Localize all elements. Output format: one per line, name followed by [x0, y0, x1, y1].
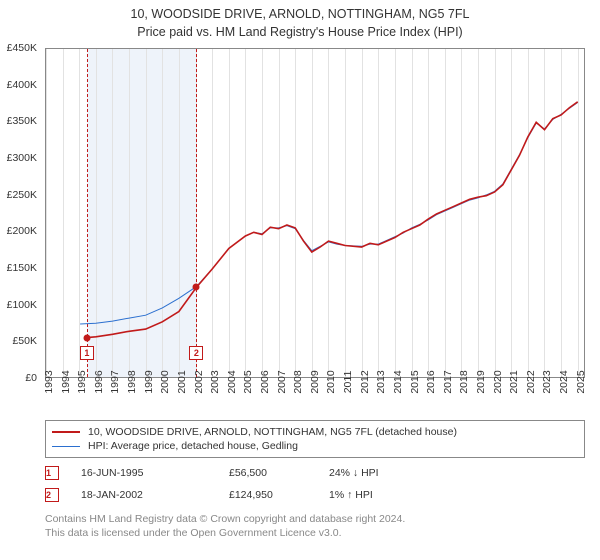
x-tick-label: 2017 [442, 370, 454, 393]
x-tick-label: 2021 [508, 370, 520, 393]
x-tick-label: 2019 [475, 370, 487, 393]
sale-point [83, 334, 90, 341]
sale-row: 2 18-JAN-2002£124,9501% ↑ HPI [45, 484, 449, 506]
sales-table: 1 16-JUN-1995£56,50024% ↓ HPI 2 18-JAN-2002… [45, 462, 449, 506]
x-tick-label: 2023 [541, 370, 553, 393]
x-tick-label: 2024 [558, 370, 570, 393]
sale-hpi-diff: 1% ↑ HPI [329, 489, 449, 501]
x-tick-label: 2003 [209, 370, 221, 393]
y-tick-label: £350K [0, 115, 37, 127]
sale-marker-box: 2 [189, 346, 203, 360]
sale-row-marker: 2 [45, 488, 59, 502]
x-tick-label: 1994 [60, 370, 72, 393]
y-tick-label: £200K [0, 225, 37, 237]
legend-item-hpi: HPI: Average price, detached house, Gedl… [52, 439, 578, 453]
sale-point [193, 284, 200, 291]
x-tick-label: 2006 [259, 370, 271, 393]
x-tick-label: 1995 [76, 370, 88, 393]
legend-item-property: 10, WOODSIDE DRIVE, ARNOLD, NOTTINGHAM, … [52, 425, 578, 439]
sale-price: £124,950 [229, 489, 329, 501]
x-tick-label: 2000 [159, 370, 171, 393]
footnote-line2: This data is licensed under the Open Gov… [45, 526, 405, 540]
price-chart: 12 £0£50K£100K£150K£200K£250K£300K£350K£… [45, 48, 585, 378]
x-tick-label: 2014 [392, 370, 404, 393]
series-line [80, 103, 578, 325]
title-line2: Price paid vs. HM Land Registry's House … [0, 24, 600, 42]
legend-label: 10, WOODSIDE DRIVE, ARNOLD, NOTTINGHAM, … [88, 426, 457, 438]
x-tick-label: 1997 [109, 370, 121, 393]
sale-date: 16-JUN-1995 [81, 467, 229, 479]
y-tick-label: £50K [0, 335, 37, 347]
x-tick-label: 2011 [342, 371, 354, 394]
x-tick-label: 2018 [458, 370, 470, 393]
sale-row: 1 16-JUN-1995£56,50024% ↓ HPI [45, 462, 449, 484]
x-tick-label: 2025 [575, 370, 587, 393]
x-tick-label: 1993 [43, 370, 55, 393]
x-tick-label: 2005 [242, 370, 254, 393]
x-tick-label: 2015 [409, 370, 421, 393]
legend-swatch [52, 431, 80, 433]
legend-swatch [52, 446, 80, 447]
footnote-line1: Contains HM Land Registry data © Crown c… [45, 512, 405, 526]
plot-area: 12 [45, 48, 585, 378]
x-tick-label: 2010 [325, 370, 337, 393]
title-line1: 10, WOODSIDE DRIVE, ARNOLD, NOTTINGHAM, … [0, 6, 600, 24]
y-tick-label: £100K [0, 299, 37, 311]
y-tick-label: £450K [0, 42, 37, 54]
x-tick-label: 2001 [176, 370, 188, 393]
x-tick-label: 2004 [226, 370, 238, 393]
sale-date: 18-JAN-2002 [81, 489, 229, 501]
x-tick-label: 2020 [492, 370, 504, 393]
x-tick-label: 2022 [525, 370, 537, 393]
y-tick-label: £0 [0, 372, 37, 384]
x-tick-label: 1998 [126, 370, 138, 393]
y-tick-label: £400K [0, 79, 37, 91]
sale-hpi-diff: 24% ↓ HPI [329, 467, 449, 479]
sale-row-marker: 1 [45, 466, 59, 480]
legend-label: HPI: Average price, detached house, Gedl… [88, 440, 298, 452]
footnote: Contains HM Land Registry data © Crown c… [45, 512, 405, 540]
y-tick-label: £300K [0, 152, 37, 164]
y-tick-label: £250K [0, 189, 37, 201]
x-tick-label: 2013 [375, 370, 387, 393]
x-tick-label: 2007 [276, 370, 288, 393]
y-tick-label: £150K [0, 262, 37, 274]
x-tick-label: 2016 [425, 370, 437, 393]
x-tick-label: 2009 [309, 370, 321, 393]
legend: 10, WOODSIDE DRIVE, ARNOLD, NOTTINGHAM, … [45, 420, 585, 458]
x-tick-label: 2008 [292, 370, 304, 393]
x-tick-label: 2012 [359, 370, 371, 393]
series-line [87, 102, 578, 338]
x-tick-label: 2002 [193, 370, 205, 393]
x-tick-label: 1996 [93, 370, 105, 393]
sale-marker-box: 1 [80, 346, 94, 360]
sale-price: £56,500 [229, 467, 329, 479]
x-tick-label: 1999 [143, 370, 155, 393]
line-series [46, 49, 586, 379]
